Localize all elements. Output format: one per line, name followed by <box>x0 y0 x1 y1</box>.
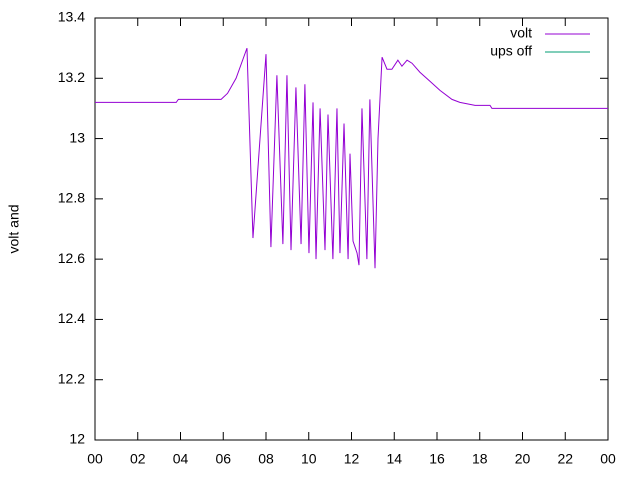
y-tick-label: 12.6 <box>58 250 85 266</box>
y-tick-label: 13 <box>69 129 85 145</box>
data-line <box>95 47 608 269</box>
plot-frame <box>94 17 609 441</box>
x-tick-label: 04 <box>173 451 189 467</box>
y-tick-label: 13.4 <box>58 9 85 25</box>
x-tick-label: 08 <box>258 451 274 467</box>
x-tick-label: 00 <box>87 451 103 467</box>
x-tick-label: 00 <box>600 451 616 467</box>
x-tick-label: 12 <box>344 451 360 467</box>
legend-label: ups off <box>490 43 532 59</box>
legend-label: volt <box>510 25 532 41</box>
y-tick-label: 12.2 <box>58 370 85 386</box>
x-tick-label: 16 <box>429 451 445 467</box>
x-tick-label: 20 <box>515 451 531 467</box>
x-tick-label: 14 <box>386 451 402 467</box>
y-axis-label: volt and <box>6 204 22 253</box>
x-tick-label: 06 <box>215 451 231 467</box>
y-tick-label: 12.8 <box>58 190 85 206</box>
x-tick-label: 22 <box>557 451 573 467</box>
y-tick-label: 12 <box>69 431 85 447</box>
x-tick-label: 10 <box>301 451 317 467</box>
x-tick-label: 02 <box>130 451 146 467</box>
y-tick-label: 13.2 <box>58 69 85 85</box>
x-tick-label: 18 <box>472 451 488 467</box>
y-tick-label: 12.4 <box>58 310 85 326</box>
